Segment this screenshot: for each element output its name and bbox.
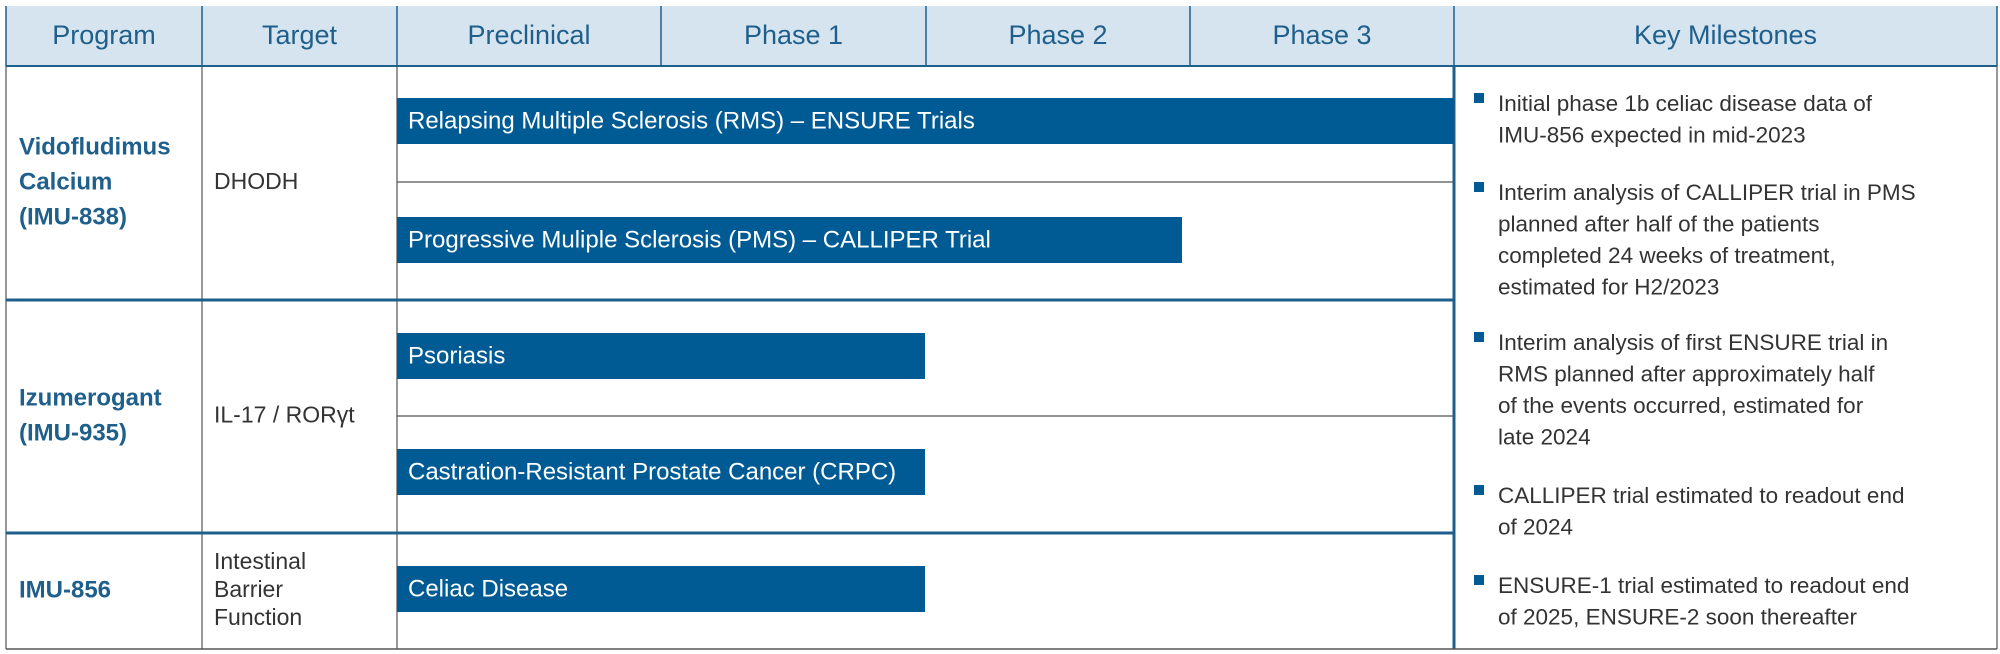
- milestone-text: completed 24 weeks of treatment,: [1498, 243, 1836, 268]
- indication-bar: [397, 333, 925, 379]
- program-name: IMU-856: [19, 576, 111, 603]
- bullet: [1474, 332, 1484, 342]
- column-header: Preclinical: [467, 20, 590, 50]
- milestone-text: planned after half of the patients: [1498, 211, 1819, 236]
- target-name: Intestinal: [214, 548, 306, 574]
- milestone-text: CALLIPER trial estimated to readout end: [1498, 483, 1904, 508]
- bullet: [1474, 575, 1484, 585]
- program-name: (IMU-935): [19, 419, 127, 446]
- bullet: [1474, 182, 1484, 192]
- indication-label: Psoriasis: [408, 342, 505, 369]
- milestone-text: Interim analysis of first ENSURE trial i…: [1498, 330, 1888, 355]
- target-name: Barrier: [214, 576, 283, 602]
- column-header: Program: [52, 20, 156, 50]
- bullet: [1474, 485, 1484, 495]
- column-header: Target: [262, 20, 338, 50]
- column-header: Phase 2: [1008, 20, 1107, 50]
- milestone-text: Initial phase 1b celiac disease data of: [1498, 91, 1873, 116]
- milestone-text: of 2025, ENSURE-2 soon thereafter: [1498, 604, 1857, 629]
- program-name: Calcium: [19, 168, 112, 195]
- indication-label: Relapsing Multiple Sclerosis (RMS) – ENS…: [408, 107, 975, 134]
- milestone-text: Interim analysis of CALLIPER trial in PM…: [1498, 180, 1916, 205]
- indication-bar: [397, 566, 925, 612]
- program-name: (IMU-838): [19, 203, 127, 230]
- milestone-text: IMU-856 expected in mid-2023: [1498, 122, 1806, 147]
- indication-label: Castration-Resistant Prostate Cancer (CR…: [408, 458, 896, 485]
- program-name: Izumerogant: [19, 384, 162, 411]
- milestone-text: estimated for H2/2023: [1498, 274, 1719, 299]
- target-name: Function: [214, 604, 302, 630]
- indication-label: Celiac Disease: [408, 575, 568, 602]
- milestone-text: ENSURE-1 trial estimated to readout end: [1498, 573, 1909, 598]
- target-name: DHODH: [214, 168, 298, 194]
- program-name: Vidofludimus: [19, 133, 171, 160]
- milestone-text: of 2024: [1498, 514, 1573, 539]
- indication-bar: [397, 98, 1454, 144]
- milestone-text: late 2024: [1498, 424, 1591, 449]
- indication-label: Progressive Muliple Sclerosis (PMS) – CA…: [408, 226, 991, 253]
- column-header: Phase 3: [1272, 20, 1371, 50]
- column-header: Key Milestones: [1634, 20, 1817, 50]
- target-name: IL-17 / RORγt: [214, 402, 355, 428]
- indication-bar: [397, 449, 925, 495]
- indication-bar: [397, 217, 1182, 263]
- bullet: [1474, 93, 1484, 103]
- column-header: Phase 1: [744, 20, 843, 50]
- milestone-text: RMS planned after approximately half: [1498, 361, 1875, 386]
- header-background: [6, 6, 1997, 66]
- milestone-text: of the events occurred, estimated for: [1498, 393, 1864, 418]
